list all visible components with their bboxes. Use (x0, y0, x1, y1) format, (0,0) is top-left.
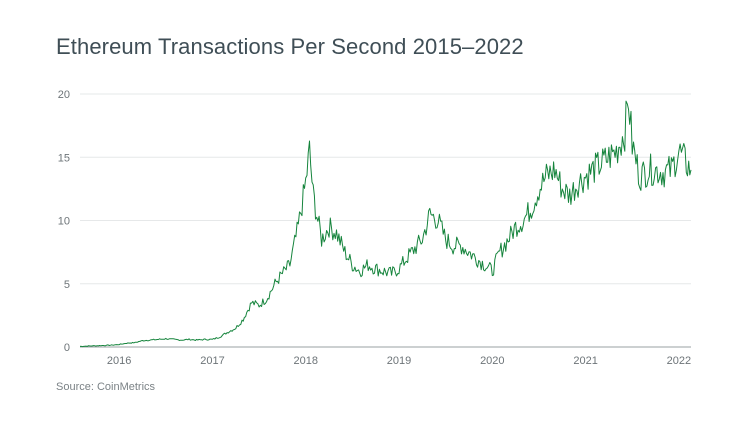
source-note: Source: CoinMetrics (56, 381, 156, 393)
x-tick-label: 2020 (480, 355, 504, 367)
x-tick-label: 2022 (667, 355, 691, 367)
x-tick-label: 2017 (200, 355, 224, 367)
x-tick-label: 2019 (387, 355, 411, 367)
y-tick-label: 5 (64, 279, 70, 291)
x-tick-label: 2021 (573, 355, 597, 367)
y-tick-label: 0 (64, 342, 70, 354)
x-axis-ticks: 2016 2017 2018 2019 2020 2021 2022 (107, 355, 691, 367)
x-tick-label: 2016 (107, 355, 131, 367)
y-tick-label: 10 (58, 216, 70, 228)
chart-title: Ethereum Transactions Per Second 2015–20… (56, 34, 524, 59)
y-tick-label: 20 (58, 89, 70, 101)
y-tick-label: 15 (58, 152, 70, 164)
gridlines (80, 93, 691, 285)
x-tick-label: 2018 (294, 355, 318, 367)
data-line-ethereum-tps (79, 100, 692, 348)
y-axis-ticks: 0 5 10 15 20 (58, 89, 70, 354)
